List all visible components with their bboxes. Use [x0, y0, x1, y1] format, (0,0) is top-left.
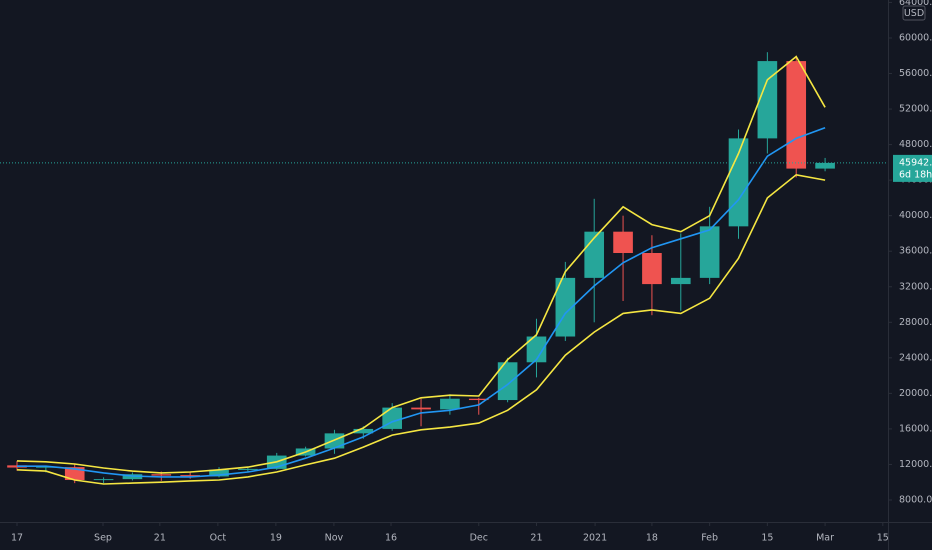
candle-body: [757, 61, 778, 139]
y-tick-label: 8000.0: [899, 495, 932, 506]
x-tick-label: Mar: [816, 533, 834, 544]
currency-label: USD: [904, 8, 924, 19]
y-tick-label: 64000.0: [899, 0, 932, 8]
candle-body: [699, 226, 720, 278]
x-tick-label: Nov: [325, 533, 344, 544]
y-tick-label: 12000.0: [899, 459, 932, 470]
candle-body: [209, 469, 229, 477]
x-tick-label: 17: [11, 533, 23, 544]
candle-body: [642, 252, 662, 285]
candle-body: [238, 468, 258, 470]
y-tick-label: 36000.0: [899, 246, 932, 257]
indicator-line: [16, 173, 826, 485]
candle-body: [151, 474, 172, 476]
candle-body: [411, 407, 431, 410]
y-tick-label: 16000.0: [899, 423, 932, 434]
last-price-box: [893, 154, 932, 182]
y-tick-label: 60000.0: [899, 32, 932, 43]
y-tick-label: 32000.0: [899, 281, 932, 292]
candle-body: [613, 231, 633, 253]
indicator-line: [17, 126, 826, 478]
y-tick-label: 20000.0: [899, 388, 932, 399]
y-tick-label: 28000.0: [899, 317, 932, 328]
x-tick-label: 21: [154, 533, 166, 544]
candle-body: [36, 466, 56, 468]
candle-body: [815, 162, 835, 169]
last-price-label: 45942.3: [899, 157, 932, 168]
countdown-label: 6d 18h: [899, 169, 932, 180]
y-tick-label: 56000.0: [899, 68, 932, 79]
y-tick-label: 40000.0: [899, 210, 932, 221]
indicator-line: [16, 55, 826, 474]
candle-body: [670, 277, 691, 285]
candle-body: [93, 479, 114, 481]
x-tick-label: Sep: [94, 533, 112, 544]
candle-body: [180, 475, 200, 477]
candle-body: [526, 336, 547, 363]
y-tick-label: 48000.0: [899, 139, 932, 150]
x-tick-label: Dec: [470, 533, 488, 544]
candle-body: [353, 428, 374, 434]
candle-body: [786, 61, 807, 169]
x-tick-label: 18: [646, 533, 658, 544]
candle-body: [497, 362, 518, 401]
y-tick-label: 24000.0: [899, 352, 932, 363]
candle-body: [440, 398, 460, 410]
y-tick-label: 52000.0: [899, 104, 932, 115]
x-tick-label: 2021: [583, 533, 607, 544]
x-tick-label: Feb: [701, 533, 718, 544]
x-tick-label: Oct: [210, 533, 227, 544]
x-tick-label: 15: [761, 533, 773, 544]
currency-box: [902, 5, 926, 21]
x-tick-label: 15: [877, 533, 889, 544]
x-tick-label: 19: [270, 533, 282, 544]
candle-body: [468, 398, 489, 401]
x-tick-label: 16: [385, 533, 397, 544]
candle-body: [7, 465, 27, 468]
x-tick-label: 21: [530, 533, 542, 544]
